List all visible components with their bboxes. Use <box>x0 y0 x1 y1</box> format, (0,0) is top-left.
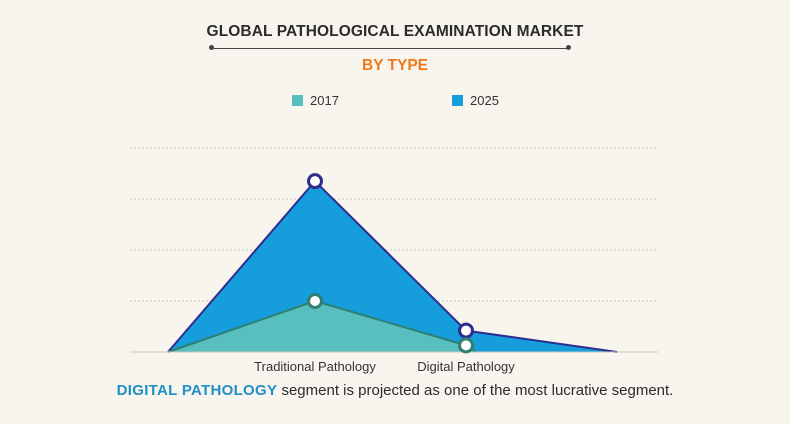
chart-subtitle: BY TYPE <box>361 57 429 74</box>
legend-label-2025: 2025 <box>470 92 499 108</box>
legend-item-2017: 2017 <box>292 92 339 108</box>
title-divider-right-dot <box>566 45 571 50</box>
x-tick-label: Traditional Pathology <box>254 359 376 374</box>
point-2017-1 <box>458 337 474 354</box>
line-series-2025 <box>167 180 618 353</box>
title-divider-left-dot <box>209 45 214 50</box>
title-divider <box>211 48 569 49</box>
point-2025-0 <box>307 173 323 190</box>
legend-label-2017: 2017 <box>310 92 339 108</box>
area-series-2017 <box>168 301 476 352</box>
point-2025-1 <box>458 322 474 339</box>
area-series-2025 <box>168 181 617 352</box>
footer-text: segment is projected as one of the most … <box>277 382 674 399</box>
point-2017-0 <box>307 293 323 309</box>
chart-title: GLOBAL PATHOLOGICAL EXAMINATION MARKET <box>206 23 584 40</box>
footer-note: DIGITAL PATHOLOGY segment is projected a… <box>0 382 790 399</box>
legend-swatch-2025 <box>452 94 463 106</box>
x-tick-label: Digital Pathology <box>417 359 515 374</box>
legend-item-2025: 2025 <box>452 92 499 108</box>
legend-swatch-2017 <box>292 94 303 106</box>
footer-highlight: DIGITAL PATHOLOGY <box>116 382 278 399</box>
